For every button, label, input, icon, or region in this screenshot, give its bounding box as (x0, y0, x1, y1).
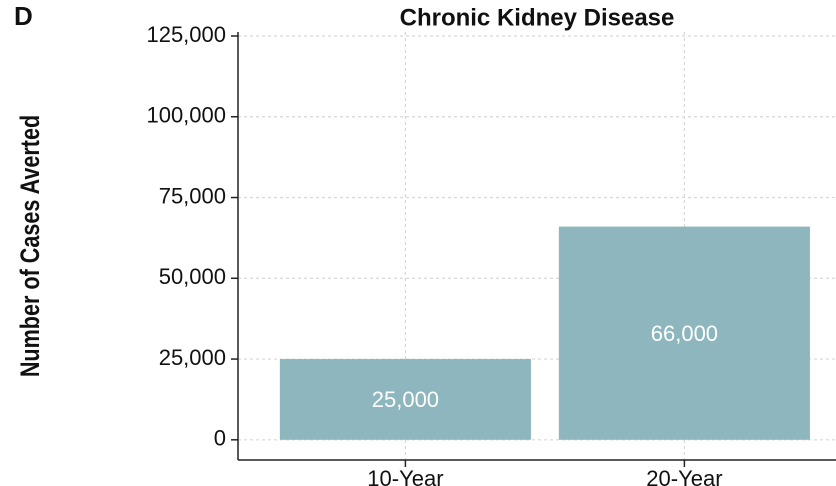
y-tick-label: 50,000 (159, 264, 226, 289)
value-label: 66,000 (651, 321, 718, 346)
x-tick-label: 10-Year (367, 466, 443, 486)
bar (558, 226, 810, 440)
y-tick-label: 75,000 (159, 183, 226, 208)
chart-title: Chronic Kidney Disease (400, 4, 675, 31)
y-tick-label: 100,000 (146, 103, 226, 128)
y-axis-label: Number of Cases Averted (16, 115, 46, 377)
y-tick-label: 125,000 (146, 22, 226, 47)
bar (279, 359, 531, 440)
value-label: 25,000 (372, 387, 439, 412)
x-tick-label: 20-Year (646, 466, 722, 486)
y-tick-label: 25,000 (159, 345, 226, 370)
panel-label: D (14, 1, 33, 31)
y-tick-label: 0 (214, 426, 226, 451)
